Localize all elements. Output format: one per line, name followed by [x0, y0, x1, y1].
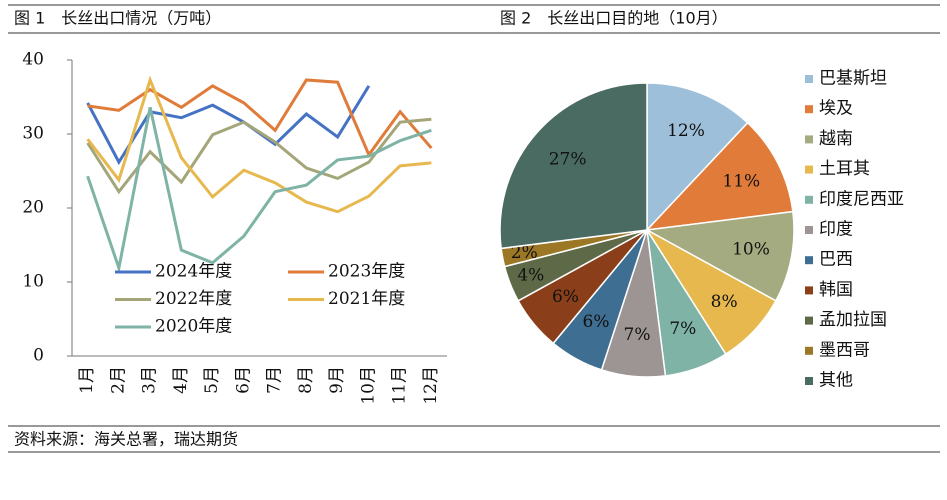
slice-label: 4% [517, 265, 544, 285]
slice-label: 6% [552, 287, 579, 307]
x-tick-label: 10月 [358, 366, 378, 405]
legend-swatch [805, 286, 813, 295]
x-tick-label: 9月 [327, 366, 347, 394]
slice-label: 11% [722, 171, 760, 191]
x-tick-label: 3月 [140, 366, 160, 394]
pie-slice [645, 121, 794, 232]
slice-label: 10% [732, 239, 770, 259]
legend-swatch [805, 377, 813, 385]
slice-label: 12% [667, 121, 705, 141]
legend-label: 2024年度 [155, 262, 232, 282]
legend-label: 孟加拉国 [819, 310, 887, 330]
legend-swatch [805, 316, 813, 325]
legend-swatch [805, 256, 813, 265]
legend-label: 印度 [819, 220, 853, 240]
legend-swatch [805, 135, 813, 144]
legend-swatch [805, 165, 813, 174]
legend-label: 2020年度 [155, 317, 232, 337]
legend-label: 其他 [819, 371, 853, 391]
slice-label: 7% [624, 325, 651, 345]
legend-label: 2021年度 [328, 289, 405, 309]
slice-label: 8% [711, 292, 738, 312]
series-line [86, 107, 432, 274]
series-line [86, 85, 371, 166]
slice-label: 7% [669, 319, 696, 339]
x-tick-label: 2月 [108, 366, 128, 394]
legend-swatch [805, 226, 813, 234]
legend-label: 土耳其 [819, 159, 870, 179]
y-tick-label: 30 [22, 124, 44, 144]
x-tick-label: 1月 [77, 366, 97, 394]
y-tick-label: 0 [33, 346, 44, 366]
legend-swatch [805, 75, 813, 83]
legend-label: 2023年度 [328, 262, 405, 282]
chart-title: 图 1 长丝出口情况（万吨） [14, 9, 221, 28]
legend-swatch [805, 195, 813, 204]
x-tick-label: 12月 [421, 366, 441, 405]
legend-label: 印度尼西亚 [819, 189, 904, 209]
pie-slice [644, 210, 795, 302]
x-tick-label: 4月 [171, 366, 191, 394]
x-tick-label: 6月 [233, 366, 253, 394]
source: 资料来源：海关总署，瑞达期货 [14, 430, 238, 449]
pie-slice [499, 82, 648, 250]
series-line [86, 117, 432, 195]
legend-label: 墨西哥 [819, 340, 870, 360]
legend-label: 越南 [819, 129, 853, 149]
x-tick-label: 11月 [390, 366, 410, 405]
y-tick-label: 10 [22, 272, 44, 292]
legend-label: 2022年度 [155, 289, 232, 309]
series-line [86, 75, 432, 214]
slice-label: 2% [511, 243, 538, 263]
chart-title: 图 2 长丝出口目的地（10月） [500, 9, 728, 28]
legend-label: 巴西 [819, 250, 853, 270]
slice-label: 6% [583, 312, 610, 332]
x-tick-label: 5月 [202, 366, 222, 394]
slice-label: 27% [549, 150, 587, 170]
x-tick-label: 7月 [265, 366, 285, 394]
pie-slice [646, 82, 749, 232]
legend-label: 巴基斯坦 [819, 69, 887, 89]
legend-swatch [805, 105, 813, 114]
legend-swatch [805, 346, 813, 355]
x-tick-label: 8月 [296, 366, 316, 394]
y-tick-label: 20 [22, 198, 44, 218]
legend-label: 韩国 [819, 280, 853, 300]
legend-label: 埃及 [819, 99, 853, 119]
y-tick-label: 40 [22, 50, 44, 70]
